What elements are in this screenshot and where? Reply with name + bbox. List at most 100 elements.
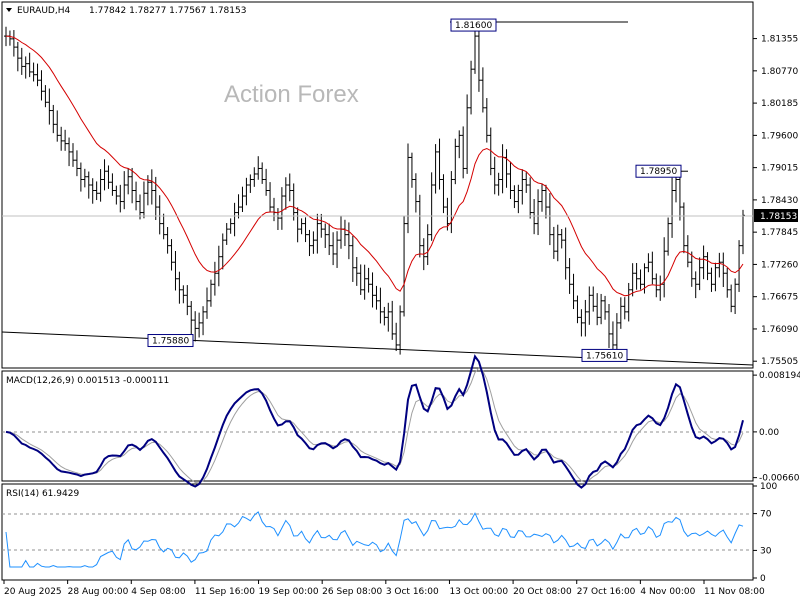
ohlc-readout: 1.77842 1.78277 1.77567 1.78153 bbox=[89, 6, 246, 16]
price-bar bbox=[441, 174, 446, 214]
price-bar bbox=[205, 287, 209, 319]
price-bar bbox=[157, 195, 162, 235]
price-bar bbox=[599, 293, 604, 325]
price-bar bbox=[417, 194, 422, 258]
price-bar bbox=[43, 85, 48, 108]
price-bar bbox=[216, 245, 221, 287]
dropdown-triangle-icon[interactable] bbox=[6, 8, 12, 12]
price-bar bbox=[15, 41, 20, 72]
price-bar bbox=[299, 218, 304, 235]
price-tick-label: 1.76675 bbox=[761, 293, 798, 303]
price-bar bbox=[47, 88, 52, 125]
price-bar bbox=[473, 27, 477, 74]
price-tick-label: 1.80770 bbox=[761, 67, 798, 77]
symbol-label: EURAUD,H4 bbox=[17, 6, 70, 16]
price-bar bbox=[378, 287, 383, 324]
price-bar bbox=[7, 30, 12, 46]
price-bar bbox=[350, 235, 355, 282]
rsi-tick-label: 0 bbox=[760, 574, 766, 584]
macd-tick-label: -0.006604 bbox=[759, 474, 800, 484]
price-bar bbox=[618, 297, 623, 329]
price-bar bbox=[346, 222, 351, 260]
price-bar bbox=[335, 231, 340, 268]
price-bar bbox=[169, 239, 174, 271]
price-bar bbox=[118, 184, 123, 213]
price-bar bbox=[248, 174, 253, 193]
price-bar bbox=[575, 295, 580, 324]
price-bar bbox=[547, 193, 552, 246]
price-bar bbox=[705, 252, 710, 281]
price-bar bbox=[646, 253, 651, 273]
price-bar bbox=[291, 183, 296, 221]
price-bar bbox=[429, 172, 434, 241]
price-bar bbox=[256, 156, 261, 180]
price-bar bbox=[567, 258, 572, 294]
price-bar bbox=[512, 185, 517, 209]
price-bar bbox=[78, 162, 83, 192]
price-bar bbox=[516, 184, 521, 214]
price-bar bbox=[295, 207, 300, 243]
price-bar bbox=[500, 144, 505, 194]
price-bar bbox=[469, 60, 474, 115]
price-bar bbox=[23, 56, 28, 79]
price-bar bbox=[141, 181, 146, 219]
current-price-tag bbox=[754, 209, 798, 222]
price-bar bbox=[445, 197, 450, 231]
price-bar bbox=[670, 177, 675, 238]
price-bar bbox=[725, 267, 730, 298]
price-bar bbox=[540, 183, 544, 212]
price-bar bbox=[733, 278, 738, 315]
price-bar bbox=[666, 217, 671, 256]
price-bar bbox=[303, 217, 308, 243]
price-bar bbox=[181, 285, 186, 304]
macd-tick-label: 0.008194 bbox=[759, 371, 800, 381]
price-bar bbox=[315, 213, 320, 254]
price-tick-label: 1.76090 bbox=[761, 325, 798, 335]
price-bar bbox=[461, 126, 466, 179]
price-bar bbox=[607, 303, 611, 349]
price-bar bbox=[11, 30, 16, 57]
price-bar bbox=[713, 262, 718, 292]
price-panel bbox=[1, 1, 754, 369]
price-bar bbox=[102, 159, 107, 191]
price-bar bbox=[532, 199, 537, 235]
price-bar bbox=[71, 143, 75, 167]
price-bar bbox=[465, 94, 470, 174]
price-bar bbox=[323, 223, 328, 248]
price-bar bbox=[51, 104, 56, 134]
price-bar bbox=[697, 257, 702, 291]
price-bar bbox=[382, 306, 387, 326]
annotation-text: 1.81600 bbox=[455, 21, 492, 31]
time-tick-label: 11 Nov 08:00 bbox=[704, 587, 765, 597]
price-bar bbox=[559, 228, 564, 249]
price-bar bbox=[729, 284, 734, 313]
macd-signal-line bbox=[5, 367, 744, 484]
rsi-axis: 100 70 30 0 bbox=[753, 482, 777, 584]
macd-title: MACD(12,26,9) 0.001513 -0.000111 bbox=[6, 376, 169, 386]
price-bar bbox=[224, 223, 229, 245]
price-bar bbox=[67, 137, 72, 167]
rsi-line bbox=[5, 511, 744, 568]
price-bar bbox=[138, 194, 142, 220]
price-bar bbox=[177, 271, 182, 304]
price-bar bbox=[275, 208, 280, 231]
price-bar bbox=[279, 187, 284, 230]
price-bar bbox=[662, 237, 667, 298]
annotation-label: 1.75880 bbox=[147, 334, 194, 348]
price-bar bbox=[476, 30, 481, 92]
price-bar bbox=[331, 232, 336, 266]
price-bar bbox=[524, 172, 529, 193]
price-bar bbox=[283, 177, 288, 210]
price-bar bbox=[591, 286, 596, 312]
price-bar bbox=[208, 279, 213, 307]
price-bar bbox=[721, 252, 726, 288]
price-bar bbox=[390, 300, 395, 340]
price-bar bbox=[701, 245, 706, 280]
price-bar bbox=[603, 295, 608, 320]
price-bar bbox=[358, 264, 363, 295]
rsi-title: RSI(14) 61.9429 bbox=[6, 489, 79, 499]
price-bar bbox=[551, 226, 556, 259]
time-tick-label: 26 Sep 08:00 bbox=[322, 587, 382, 597]
price-bar bbox=[709, 267, 714, 292]
